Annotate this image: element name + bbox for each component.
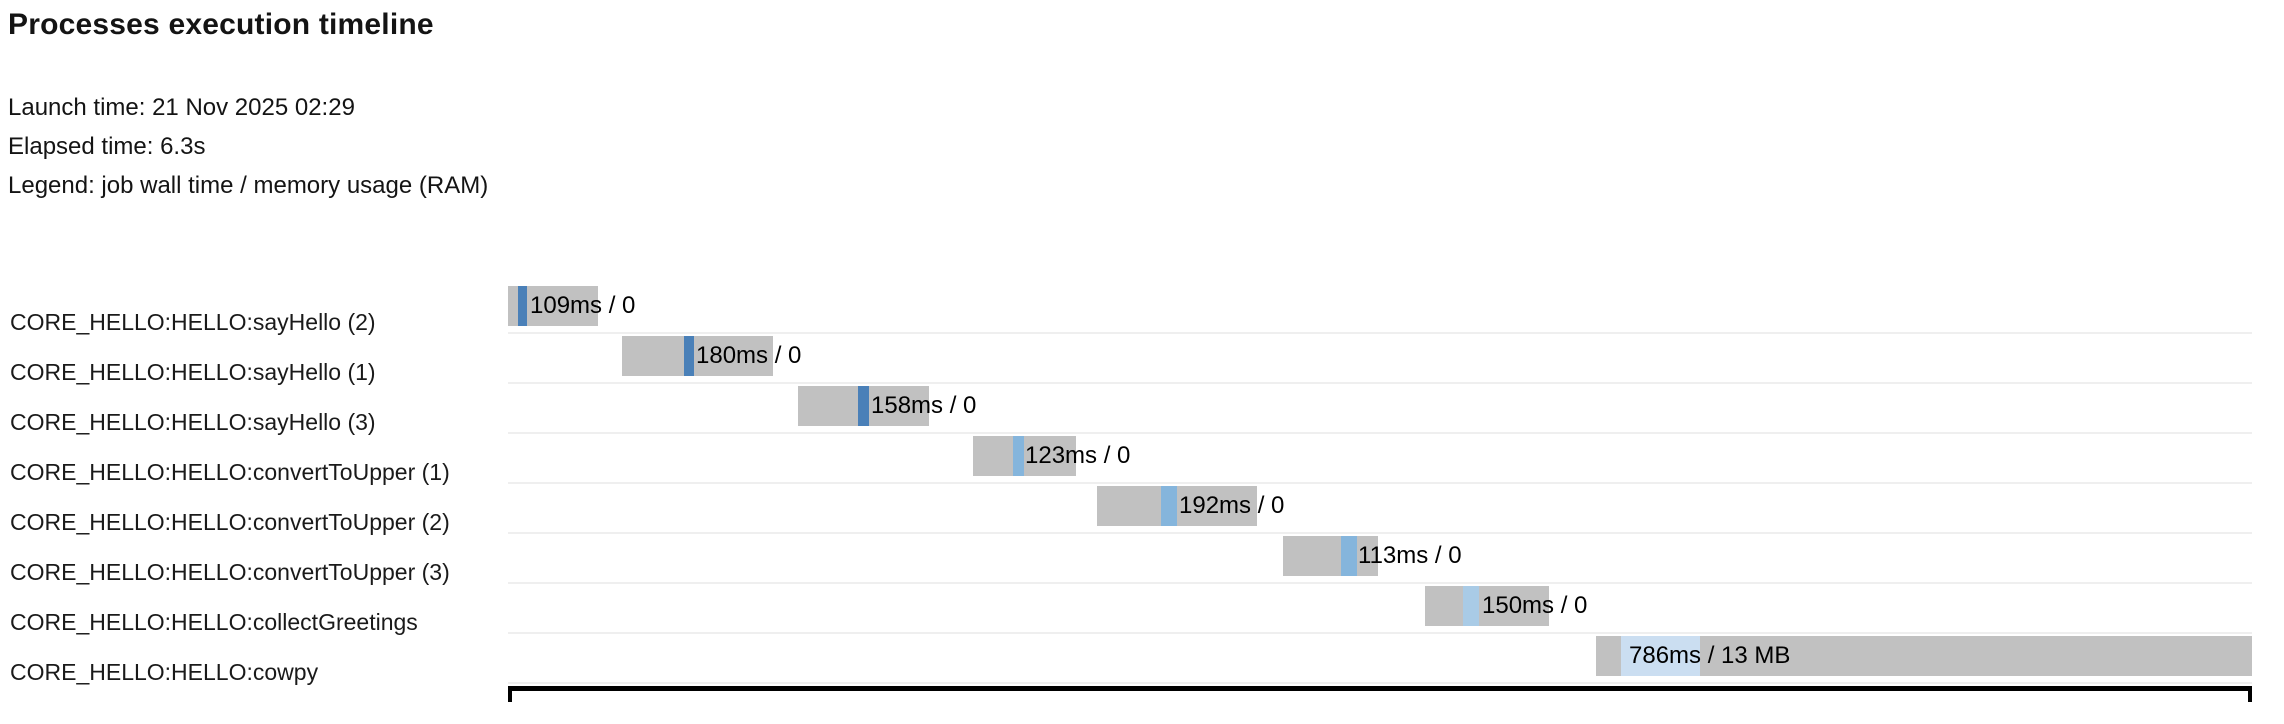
timeline-row: CORE_HELLO:HELLO:sayHello (2) 109ms / 0	[0, 286, 2284, 336]
task-bar-pending-segment	[622, 336, 773, 376]
row-track: 109ms / 0	[508, 286, 2252, 334]
axis-start-tick	[508, 686, 512, 702]
row-track: 180ms / 0	[508, 336, 2252, 384]
task-bar: 180ms / 0	[622, 336, 801, 376]
launch-time-text: Launch time: 21 Nov 2025 02:29	[8, 94, 355, 121]
timeline-row: CORE_HELLO:HELLO:sayHello (1) 180ms / 0	[0, 336, 2284, 386]
task-value-label: 180ms / 0	[696, 342, 802, 369]
timeline-row: CORE_HELLO:HELLO:convertToUpper (2) 192ms…	[0, 486, 2284, 536]
row-track: 150ms / 0	[508, 586, 2252, 634]
process-label: CORE_HELLO:HELLO:sayHello (3)	[10, 409, 376, 435]
processes-timeline-chart: CORE_HELLO:HELLO:sayHello (2) 109ms / 0 CO…	[0, 286, 2284, 702]
task-bar-running-segment	[684, 336, 694, 376]
task-bar: 192ms / 0	[1097, 486, 1284, 526]
timeline-row: CORE_HELLO:HELLO:convertToUpper (1) 123ms…	[0, 436, 2284, 486]
task-bar-running-segment	[1161, 486, 1177, 526]
process-label: CORE_HELLO:HELLO:convertToUpper (1)	[10, 459, 450, 485]
task-value-label: 113ms / 0	[1358, 542, 1462, 569]
process-label: CORE_HELLO:HELLO:cowpy	[10, 659, 319, 685]
task-bar-pending-segment	[973, 436, 1076, 476]
task-bar-running-segment	[1463, 586, 1479, 626]
row-track: 113ms / 0	[508, 536, 2252, 584]
task-bar-pending-segment	[1425, 586, 1549, 626]
task-value-label: 109ms / 0	[530, 292, 636, 319]
task-value-label: 192ms / 0	[1179, 492, 1285, 519]
row-track: 123ms / 0	[508, 436, 2252, 484]
task-bar-pending-segment	[1097, 486, 1257, 526]
legend-text: Legend: job wall time / memory usage (RA…	[8, 172, 489, 199]
row-track: 786ms / 13 MB	[508, 636, 2252, 684]
task-bar-pending-segment	[1283, 536, 1378, 576]
task-bar-running-segment	[1621, 636, 1700, 676]
timeline-row: CORE_HELLO:HELLO:collectGreetings 150ms /…	[0, 586, 2284, 636]
task-value-label: 123ms / 0	[1025, 442, 1131, 469]
axis-end-tick	[2248, 686, 2252, 702]
process-label: CORE_HELLO:HELLO:collectGreetings	[10, 609, 418, 635]
timeline-row: CORE_HELLO:HELLO:convertToUpper (3) 113ms…	[0, 536, 2284, 586]
task-bar-running-segment	[518, 286, 527, 326]
process-label: CORE_HELLO:HELLO:convertToUpper (3)	[10, 559, 450, 585]
task-bar: 150ms / 0	[1425, 586, 1587, 626]
run-info-block: Launch time: 21 Nov 2025 02:29 Elapsed t…	[8, 88, 488, 205]
row-track: 192ms / 0	[508, 486, 2252, 534]
task-bar: 113ms / 0	[1283, 536, 1462, 576]
process-label: CORE_HELLO:HELLO:sayHello (1)	[10, 359, 376, 385]
timeline-row: CORE_HELLO:HELLO:sayHello (3) 158ms / 0	[0, 386, 2284, 436]
process-label: CORE_HELLO:HELLO:convertToUpper (2)	[10, 509, 450, 535]
page-title: Processes execution timeline	[8, 8, 434, 41]
time-axis	[508, 686, 2252, 702]
task-bar: 123ms / 0	[973, 436, 1130, 476]
task-bar-running-segment	[1341, 536, 1357, 576]
task-bar-pending-segment	[1596, 636, 2252, 676]
task-bar-running-segment	[1013, 436, 1024, 476]
task-value-label: 158ms / 0	[871, 392, 977, 419]
task-bar: 786ms / 13 MB	[1596, 636, 2252, 676]
elapsed-time-text: Elapsed time: 6.3s	[8, 133, 206, 160]
task-bar-running-segment	[858, 386, 869, 426]
task-value-label: 150ms / 0	[1482, 592, 1588, 619]
task-value-label: 786ms / 13 MB	[1629, 642, 1791, 669]
process-label: CORE_HELLO:HELLO:sayHello (2)	[10, 309, 376, 335]
task-bar: 158ms / 0	[798, 386, 976, 426]
row-track: 158ms / 0	[508, 386, 2252, 434]
timeline-row: CORE_HELLO:HELLO:cowpy 786ms / 13 MB	[0, 636, 2284, 686]
task-bar: 109ms / 0	[508, 286, 635, 326]
